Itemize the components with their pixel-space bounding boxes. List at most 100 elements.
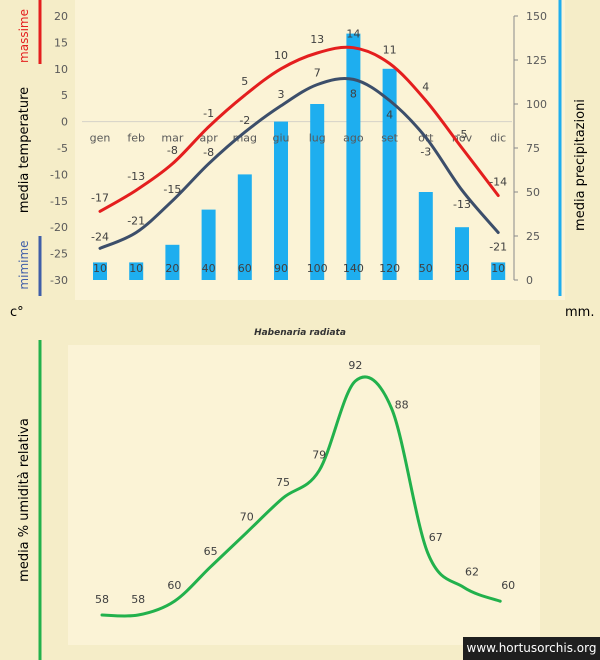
max-temperature-data-label: 11 [383,44,397,57]
left-axis-tick-label: 5 [61,89,68,102]
precipitation-bar [165,244,180,280]
min-temperature-data-label: -21 [127,214,145,227]
chart2-plot-background [68,345,540,645]
humidity-data-label: 70 [240,510,254,523]
month-label: feb [127,132,145,145]
max-temperature-data-label: 10 [274,49,288,62]
month-label: mar [161,132,183,145]
month-label: gen [90,132,111,145]
left-axis-tick-label: -10 [50,168,68,181]
precipitation-bar [274,121,288,280]
left-axis-tick-label: -5 [57,142,68,155]
humidity-data-label: 62 [465,565,479,578]
precipitation-bar [129,262,144,280]
min-temperature-data-label: -24 [91,230,109,243]
min-temperature-line [98,76,500,250]
humidity-data-label: 58 [95,593,109,606]
left-axis-title: media temperature [17,87,32,213]
month-label: dic [490,132,506,145]
chart2-axis-title: media % umidità relativa [17,418,32,582]
precipitation-data-label: 10 [491,262,505,275]
precipitation-data-label: 100 [307,262,328,275]
precipitation-bar [310,104,325,280]
month-label: set [381,132,398,145]
precipitation-bar [491,262,506,280]
legend-min-label: mimime [17,240,31,289]
precipitation-bar [201,209,216,280]
max-temperature-line [98,45,500,213]
humidity-data-label: 92 [348,359,362,372]
precipitation-data-label: 30 [455,262,469,275]
min-temperature-data-label: -21 [489,240,507,253]
precipitation-bar [418,192,433,280]
month-label: giu [272,132,289,145]
max-temperature-data-label: -13 [127,170,145,183]
humidity-line [100,375,502,618]
precipitation-bar [455,227,469,280]
max-temperature-data-label: -5 [457,128,468,141]
precipitation-bar [237,174,252,280]
min-temperature-data-label: 3 [278,88,285,101]
right-axis-title: media precipitazioni [573,99,588,231]
humidity-data-label: 65 [204,545,218,558]
humidity-data-label: 60 [501,579,515,592]
left-axis-tick-label: 20 [54,10,68,23]
precipitation-data-label: 120 [379,262,400,275]
chart2-title: Habenaria radiata [254,328,346,338]
min-temperature-data-label: -2 [239,114,250,127]
month-label: apr [199,132,218,145]
min-temperature-data-label: -15 [163,183,181,196]
min-temperature-data-label: -13 [453,198,471,211]
left-axis-tick-label: 10 [54,63,68,76]
max-temperature-data-label: 4 [422,80,429,93]
precipitation-bar [382,68,397,280]
humidity-data-label: 67 [429,531,443,544]
right-axis-tick-label: 0 [526,274,533,287]
precipitation-bar [346,33,361,280]
precipitation-data-label: 40 [202,262,216,275]
precipitation-data-label: 90 [274,262,288,275]
humidity-data-label: 75 [276,476,290,489]
min-temperature-data-label: 8 [350,87,357,100]
max-temperature-data-label: -17 [91,191,109,204]
left-axis-tick-label: -20 [50,221,68,234]
max-temperature-data-label: -1 [203,107,214,120]
right-axis-tick-label: 100 [526,98,547,111]
humidity-data-label: 58 [131,593,145,606]
right-axis-tick-label: 125 [526,54,547,67]
min-temperature-data-label: -3 [420,145,431,158]
left-axis-tick-label: -25 [50,248,68,261]
precipitation-data-label: 10 [93,262,107,275]
precipitation-data-label: 10 [129,262,143,275]
left-axis-tick-label: -15 [50,195,68,208]
humidity-data-label: 60 [167,579,181,592]
humidity-data-label: 88 [395,399,409,412]
watermark: www.hortusorchis.org [463,637,600,660]
right-axis-tick-label: 75 [526,142,540,155]
humidity-data-label: 79 [312,448,326,461]
precipitation-data-label: 60 [238,262,252,275]
min-temperature-data-label: 7 [314,67,321,80]
legend-max-label: massime [17,9,31,63]
month-label: ago [343,132,364,145]
left-axis-tick-label: 0 [61,116,68,129]
left-axis-tick-label: 15 [54,36,68,49]
max-temperature-data-label: -8 [167,144,178,157]
month-label: mag [233,132,257,145]
right-axis-tick-label: 50 [526,186,540,199]
max-temperature-data-label: 5 [241,75,248,88]
min-temperature-data-label: -8 [203,146,214,159]
min-temperature-data-label: 4 [386,108,393,121]
right-axis-tick-label: 150 [526,10,547,23]
max-temperature-data-label: -14 [489,176,507,189]
month-label: lug [309,132,326,145]
max-temperature-data-label: 14 [346,28,360,41]
max-temperature-data-label: 13 [310,33,324,46]
precipitation-data-label: 20 [165,262,179,275]
left-unit-label: c° [10,305,24,320]
left-axis-tick-label: -30 [50,274,68,287]
precipitation-data-label: 50 [419,262,433,275]
right-unit-label: mm. [565,305,594,320]
